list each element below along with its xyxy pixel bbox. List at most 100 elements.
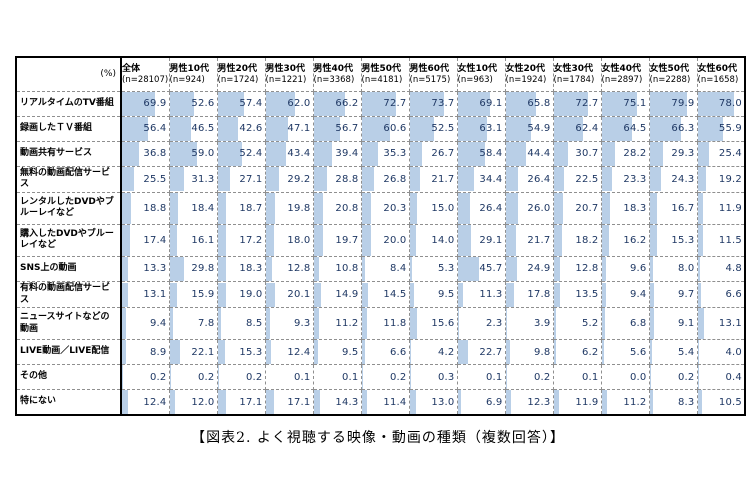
value-cell: 47.1 bbox=[264, 115, 314, 142]
value-text: 12.4 bbox=[143, 396, 167, 408]
value-cell: 12.4 bbox=[264, 339, 314, 366]
value-cell: 19.8 bbox=[264, 191, 314, 225]
value-text: 79.9 bbox=[671, 98, 695, 109]
value-text: 39.4 bbox=[335, 148, 359, 159]
data-bar bbox=[649, 308, 654, 340]
data-bar bbox=[122, 91, 155, 116]
value-cell: 0.0 bbox=[600, 364, 650, 391]
value-text: 18.3 bbox=[239, 263, 263, 275]
value-text: 15.3 bbox=[239, 346, 263, 358]
value-cell: 4.0 bbox=[696, 339, 746, 366]
value-text: 0.4 bbox=[725, 371, 742, 383]
value-cell: 36.8 bbox=[120, 140, 170, 167]
data-bar bbox=[553, 141, 568, 166]
data-bar bbox=[217, 282, 227, 307]
value-text: 36.8 bbox=[143, 148, 167, 159]
data-bar bbox=[601, 116, 632, 141]
data-bar bbox=[122, 192, 131, 224]
value-text: 7.8 bbox=[197, 318, 215, 330]
value-text: 17.1 bbox=[239, 396, 263, 408]
column-header-2: 男性20代 (n=1724) bbox=[216, 56, 266, 92]
value-cell: 79.9 bbox=[648, 90, 698, 117]
data-bar bbox=[217, 224, 226, 256]
value-cell: 9.4 bbox=[600, 280, 650, 309]
value-text: 10.8 bbox=[335, 263, 359, 275]
value-cell: 5.4 bbox=[648, 339, 698, 366]
row-label: SNS上の動画 bbox=[15, 255, 122, 282]
value-cell: 5.2 bbox=[552, 307, 602, 341]
value-text: 5.3 bbox=[437, 263, 455, 275]
data-bar bbox=[697, 192, 704, 224]
value-cell: 18.0 bbox=[264, 223, 314, 257]
value-text: 29.1 bbox=[479, 234, 503, 246]
data-bar bbox=[265, 340, 272, 365]
data-bar bbox=[601, 390, 607, 415]
value-cell: 29.2 bbox=[264, 165, 314, 193]
data-bar bbox=[122, 390, 128, 415]
value-cell: 12.4 bbox=[120, 389, 170, 416]
data-bar bbox=[505, 167, 518, 192]
value-cell: 54.9 bbox=[504, 115, 554, 142]
data-bar bbox=[457, 340, 469, 365]
data-bar bbox=[457, 192, 470, 224]
value-text: 12.3 bbox=[527, 396, 551, 408]
table-row: SNS上の動画 13.3 29.8 18.3 12.8 10.8 8.4 5.3 45.7 24.… bbox=[15, 255, 746, 282]
value-cell: 73.7 bbox=[408, 90, 458, 117]
column-name: 男性30代 bbox=[265, 63, 306, 74]
data-bar bbox=[601, 167, 613, 192]
data-bar bbox=[361, 282, 369, 307]
value-cell: 66.3 bbox=[648, 115, 698, 142]
value-text: 17.8 bbox=[527, 289, 551, 301]
column-name: 男性60代 bbox=[409, 63, 450, 74]
value-text: 5.6 bbox=[629, 346, 647, 358]
data-bar bbox=[649, 340, 653, 365]
data-bar bbox=[553, 390, 560, 415]
value-cell: 55.9 bbox=[696, 115, 746, 142]
data-bar bbox=[409, 256, 412, 281]
value-text: 17.1 bbox=[287, 396, 311, 408]
value-cell: 31.3 bbox=[168, 165, 218, 193]
value-cell: 13.0 bbox=[408, 389, 458, 416]
data-bar bbox=[313, 390, 321, 415]
value-text: 8.3 bbox=[677, 396, 695, 408]
value-text: 30.7 bbox=[575, 148, 599, 159]
data-bar bbox=[169, 282, 177, 307]
value-text: 20.3 bbox=[383, 202, 407, 214]
data-bar bbox=[217, 116, 238, 141]
data-bar bbox=[601, 340, 605, 365]
value-text: 0.3 bbox=[437, 371, 455, 383]
data-bar bbox=[649, 282, 655, 307]
value-text: 78.0 bbox=[718, 98, 742, 109]
data-bar bbox=[169, 192, 179, 224]
column-sample-size: (n=5175) bbox=[409, 74, 451, 85]
data-bar bbox=[122, 282, 129, 307]
value-cell: 63.1 bbox=[456, 115, 506, 142]
value-text: 0.1 bbox=[581, 371, 599, 383]
data-bar bbox=[457, 308, 459, 340]
row-label: LIVE動画／LIVE配信 bbox=[15, 339, 122, 366]
value-text: 16.1 bbox=[191, 234, 215, 246]
column-header-6: 男性60代 (n=5175) bbox=[408, 56, 458, 92]
value-text: 4.8 bbox=[725, 263, 742, 275]
value-cell: 25.5 bbox=[120, 165, 170, 193]
value-text: 9.4 bbox=[149, 318, 167, 330]
value-cell: 9.7 bbox=[648, 280, 698, 309]
column-sample-size: (n=1658) bbox=[697, 74, 739, 85]
column-name: 女性50代 bbox=[649, 63, 690, 74]
value-cell: 2.3 bbox=[456, 307, 506, 341]
value-cell: 59.0 bbox=[168, 140, 218, 167]
header-row: (%) 全体 (n=28107) 男性10代 (n=924) 男性20代 (n=1724) 男… bbox=[15, 56, 746, 92]
value-text: 26.0 bbox=[527, 202, 551, 214]
value-text: 59.0 bbox=[191, 148, 215, 159]
value-text: 17.2 bbox=[239, 234, 263, 246]
value-text: 23.3 bbox=[623, 173, 647, 185]
column-sample-size: (n=1221) bbox=[265, 74, 307, 85]
value-text: 11.9 bbox=[575, 396, 599, 408]
row-label: その他 bbox=[15, 364, 122, 391]
data-bar bbox=[313, 116, 341, 141]
value-cell: 45.7 bbox=[456, 255, 506, 282]
value-cell: 9.3 bbox=[264, 307, 314, 341]
value-cell: 18.8 bbox=[120, 191, 170, 225]
value-cell: 75.1 bbox=[600, 90, 650, 117]
data-bar bbox=[457, 116, 488, 141]
